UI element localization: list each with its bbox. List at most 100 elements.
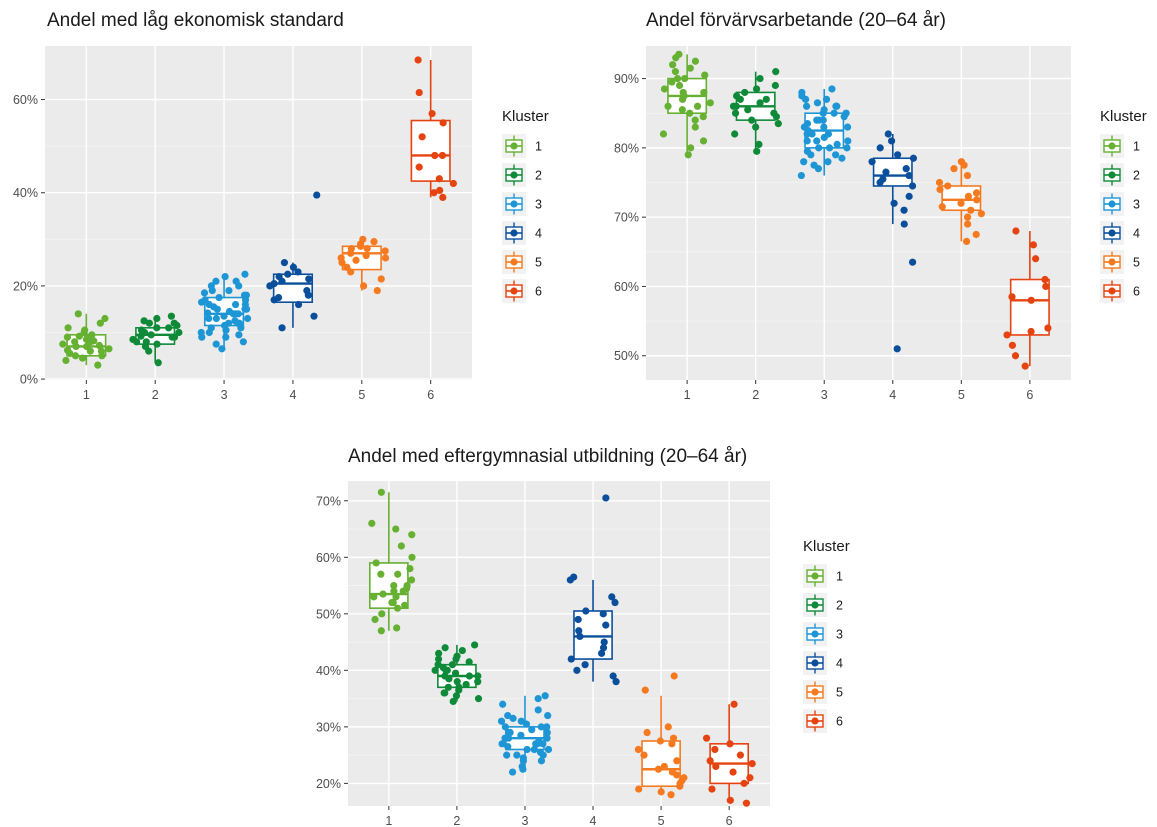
cluster-2-group bbox=[129, 312, 183, 367]
data-point bbox=[1042, 282, 1050, 291]
data-point bbox=[390, 581, 398, 590]
data-point bbox=[1021, 362, 1029, 370]
data-point bbox=[508, 768, 517, 776]
data-point bbox=[243, 314, 252, 323]
data-point bbox=[681, 74, 689, 83]
data-point bbox=[434, 661, 442, 669]
x-tick-label: 5 bbox=[958, 388, 965, 402]
data-point bbox=[726, 740, 734, 748]
x-tick-label: 1 bbox=[83, 388, 90, 402]
data-point bbox=[819, 109, 827, 117]
data-point bbox=[303, 286, 311, 295]
data-point bbox=[165, 324, 173, 332]
data-point bbox=[278, 324, 286, 332]
data-point bbox=[731, 130, 739, 138]
data-point bbox=[664, 723, 672, 731]
data-point bbox=[455, 683, 463, 691]
cluster-6-group bbox=[1003, 227, 1052, 370]
legend-label: 3 bbox=[836, 628, 843, 642]
cluster-5-group bbox=[337, 235, 390, 295]
cluster-2-group bbox=[431, 641, 483, 706]
data-point bbox=[175, 328, 183, 337]
data-point bbox=[81, 326, 89, 334]
data-point bbox=[675, 50, 683, 58]
data-point bbox=[147, 331, 155, 339]
data-point bbox=[673, 74, 682, 83]
data-point bbox=[660, 762, 668, 771]
data-point bbox=[71, 338, 79, 346]
data-point bbox=[1027, 327, 1035, 336]
data-point bbox=[392, 593, 400, 601]
data-point bbox=[394, 570, 402, 578]
data-point bbox=[392, 525, 400, 533]
data-point bbox=[377, 627, 385, 635]
data-point bbox=[905, 192, 913, 200]
data-point bbox=[640, 751, 648, 759]
data-point bbox=[235, 282, 243, 290]
legend: Kluster 1 2 3 4 5 6 bbox=[803, 538, 850, 733]
data-point bbox=[434, 655, 443, 663]
data-point bbox=[706, 99, 714, 107]
data-point bbox=[706, 757, 714, 765]
data-point bbox=[205, 300, 213, 309]
legend-label: 4 bbox=[1133, 227, 1140, 241]
cluster-4-group bbox=[566, 494, 620, 686]
data-point bbox=[729, 768, 737, 776]
data-point bbox=[154, 359, 162, 367]
data-point bbox=[370, 593, 378, 601]
data-point bbox=[909, 154, 918, 162]
legend-label: 1 bbox=[535, 140, 542, 154]
data-point bbox=[832, 102, 840, 110]
data-point bbox=[711, 745, 719, 754]
x-tick-label: 5 bbox=[658, 814, 665, 827]
data-point bbox=[153, 314, 161, 323]
data-point bbox=[352, 256, 360, 264]
data-point bbox=[660, 85, 669, 93]
data-point bbox=[732, 102, 740, 110]
data-point bbox=[774, 120, 782, 128]
data-point bbox=[813, 99, 822, 107]
data-point bbox=[451, 669, 460, 677]
data-point bbox=[403, 581, 411, 590]
data-point bbox=[1032, 255, 1040, 263]
data-point bbox=[800, 158, 808, 166]
data-point bbox=[362, 252, 370, 260]
y-tick-label: 80% bbox=[614, 141, 639, 155]
data-point bbox=[570, 573, 578, 581]
legend-key-2: 2 bbox=[803, 593, 843, 617]
plot-background bbox=[45, 46, 472, 380]
data-point bbox=[444, 683, 452, 691]
cluster-1-group bbox=[59, 310, 113, 369]
data-point bbox=[533, 740, 542, 748]
data-point bbox=[377, 275, 385, 283]
data-point bbox=[1011, 352, 1020, 360]
data-point bbox=[359, 235, 367, 243]
data-point bbox=[239, 338, 247, 346]
data-point bbox=[977, 210, 985, 218]
data-point bbox=[893, 345, 901, 353]
data-point bbox=[972, 189, 981, 197]
data-point bbox=[509, 714, 517, 722]
data-point bbox=[390, 587, 398, 595]
data-point bbox=[62, 356, 70, 365]
x-tick-label: 1 bbox=[684, 388, 691, 402]
data-point bbox=[667, 791, 675, 799]
data-point bbox=[360, 282, 368, 290]
data-point bbox=[964, 192, 973, 200]
legend-key-2: 2 bbox=[1100, 163, 1140, 187]
data-point bbox=[401, 601, 409, 609]
data-point bbox=[972, 230, 980, 239]
data-point bbox=[289, 263, 298, 271]
data-point bbox=[406, 565, 414, 573]
x-tick-label: 1 bbox=[385, 814, 392, 827]
data-point bbox=[64, 324, 72, 332]
data-point bbox=[368, 519, 376, 527]
data-point bbox=[574, 615, 582, 624]
data-point bbox=[838, 154, 846, 162]
panel-title: Andel med eftergymnasial utbildning (20–… bbox=[348, 446, 747, 467]
data-point bbox=[212, 314, 220, 323]
data-point bbox=[657, 788, 665, 796]
data-point bbox=[684, 151, 692, 159]
data-point bbox=[686, 109, 694, 117]
data-point bbox=[129, 335, 137, 344]
